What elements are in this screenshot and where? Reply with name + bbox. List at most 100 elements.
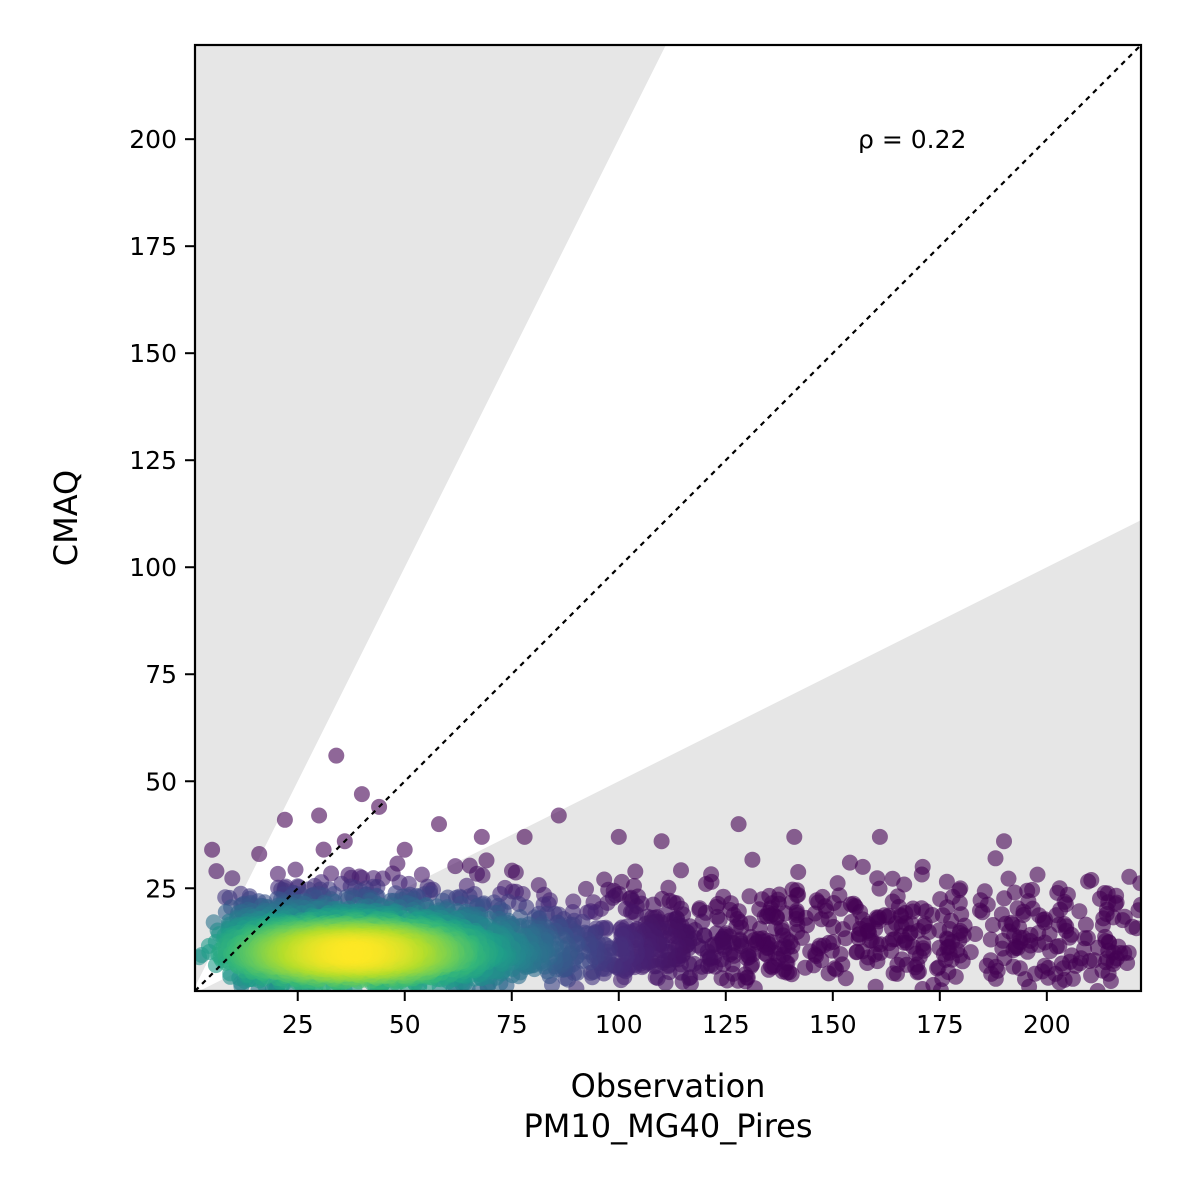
x-tick-label: 150 (809, 1010, 857, 1039)
data-point (741, 888, 758, 905)
x-tick-label: 75 (496, 1010, 528, 1039)
data-point (837, 930, 854, 947)
data-point (287, 861, 304, 878)
x-tick-label: 25 (282, 1010, 314, 1039)
y-tick-label: 200 (129, 125, 177, 154)
data-point (848, 944, 865, 961)
data-point (825, 918, 842, 935)
x-tick-label: 200 (1023, 1010, 1071, 1039)
y-tick-label: 25 (145, 874, 177, 903)
data-point (972, 902, 988, 919)
data-point (413, 866, 430, 883)
x-tick-label: 50 (389, 1010, 421, 1039)
y-tick-label: 175 (129, 232, 177, 261)
data-point (269, 865, 286, 882)
data-point (832, 900, 849, 917)
data-point (516, 828, 533, 845)
data-point (996, 890, 1013, 907)
x-tick-label: 175 (916, 1010, 964, 1039)
data-point (353, 786, 370, 803)
data-point (1029, 866, 1046, 883)
data-point (578, 880, 594, 897)
data-point (711, 911, 728, 928)
data-point (996, 833, 1012, 850)
x-axis-sublabel: PM10_MG40_Pires (523, 1107, 812, 1145)
data-point (627, 863, 644, 880)
data-point (610, 828, 627, 845)
data-point (790, 864, 807, 880)
data-point (854, 858, 871, 875)
y-tick-label: 75 (145, 660, 177, 689)
data-point (204, 841, 221, 858)
data-point (1130, 902, 1141, 919)
data-point (1089, 983, 1106, 991)
y-tick-label: 150 (129, 339, 177, 368)
x-axis: 25 50 75 100 125 150 175 200 (282, 991, 1071, 1039)
data-point (1077, 916, 1094, 933)
y-axis-label: CMAQ (47, 470, 85, 566)
data-point (698, 876, 714, 892)
y-tick-label: 100 (129, 553, 177, 582)
upper-shaded-region (195, 45, 666, 987)
data-point (251, 846, 268, 862)
data-point (645, 896, 662, 913)
x-tick-label: 100 (595, 1010, 643, 1039)
data-point (987, 850, 1004, 867)
data-point (813, 911, 830, 928)
data-point (276, 811, 293, 828)
y-axis: 25 50 75 100 125 150 175 200 (129, 125, 195, 903)
data-point (447, 858, 464, 875)
data-point (1071, 903, 1088, 920)
data-point (829, 875, 846, 892)
data-point (820, 965, 837, 982)
data-point (982, 931, 999, 948)
data-point (1121, 868, 1138, 885)
data-point (871, 880, 888, 897)
data-point (797, 959, 814, 976)
data-point (550, 807, 567, 824)
data-point (1015, 907, 1032, 923)
data-point (315, 841, 332, 858)
lower-shaded-region (195, 520, 1141, 991)
data-point (914, 981, 931, 991)
data-point (786, 828, 803, 845)
y-tick-label: 50 (145, 767, 177, 796)
scatter-points (195, 747, 1141, 991)
data-point (871, 828, 888, 845)
data-point (1080, 873, 1097, 890)
data-point (850, 930, 867, 947)
data-point (328, 747, 345, 764)
data-point (994, 940, 1011, 957)
data-point (311, 807, 328, 824)
data-point (744, 851, 761, 868)
data-point (929, 960, 946, 977)
data-point (396, 841, 413, 858)
data-point (623, 904, 639, 920)
x-tick-label: 125 (702, 1010, 750, 1039)
data-point (931, 939, 948, 956)
data-point (1090, 939, 1106, 956)
data-point (1000, 870, 1017, 887)
data-point (208, 863, 225, 880)
data-point (938, 873, 955, 890)
data-point (802, 943, 819, 960)
data-point (889, 956, 906, 973)
data-point (984, 917, 1001, 933)
data-point (224, 870, 241, 887)
data-point (474, 867, 491, 884)
data-point (478, 852, 495, 869)
data-point (507, 864, 524, 881)
data-point (730, 816, 747, 833)
data-point (473, 828, 490, 845)
data-point (867, 978, 884, 991)
data-point (431, 816, 447, 833)
y-tick-label: 125 (129, 446, 177, 475)
data-point (1083, 967, 1100, 984)
data-point (841, 854, 858, 871)
data-point (978, 957, 995, 974)
data-point (767, 920, 784, 937)
data-point (673, 862, 689, 879)
data-point (343, 944, 360, 961)
correlation-annotation: ρ = 0.22 (858, 125, 966, 154)
